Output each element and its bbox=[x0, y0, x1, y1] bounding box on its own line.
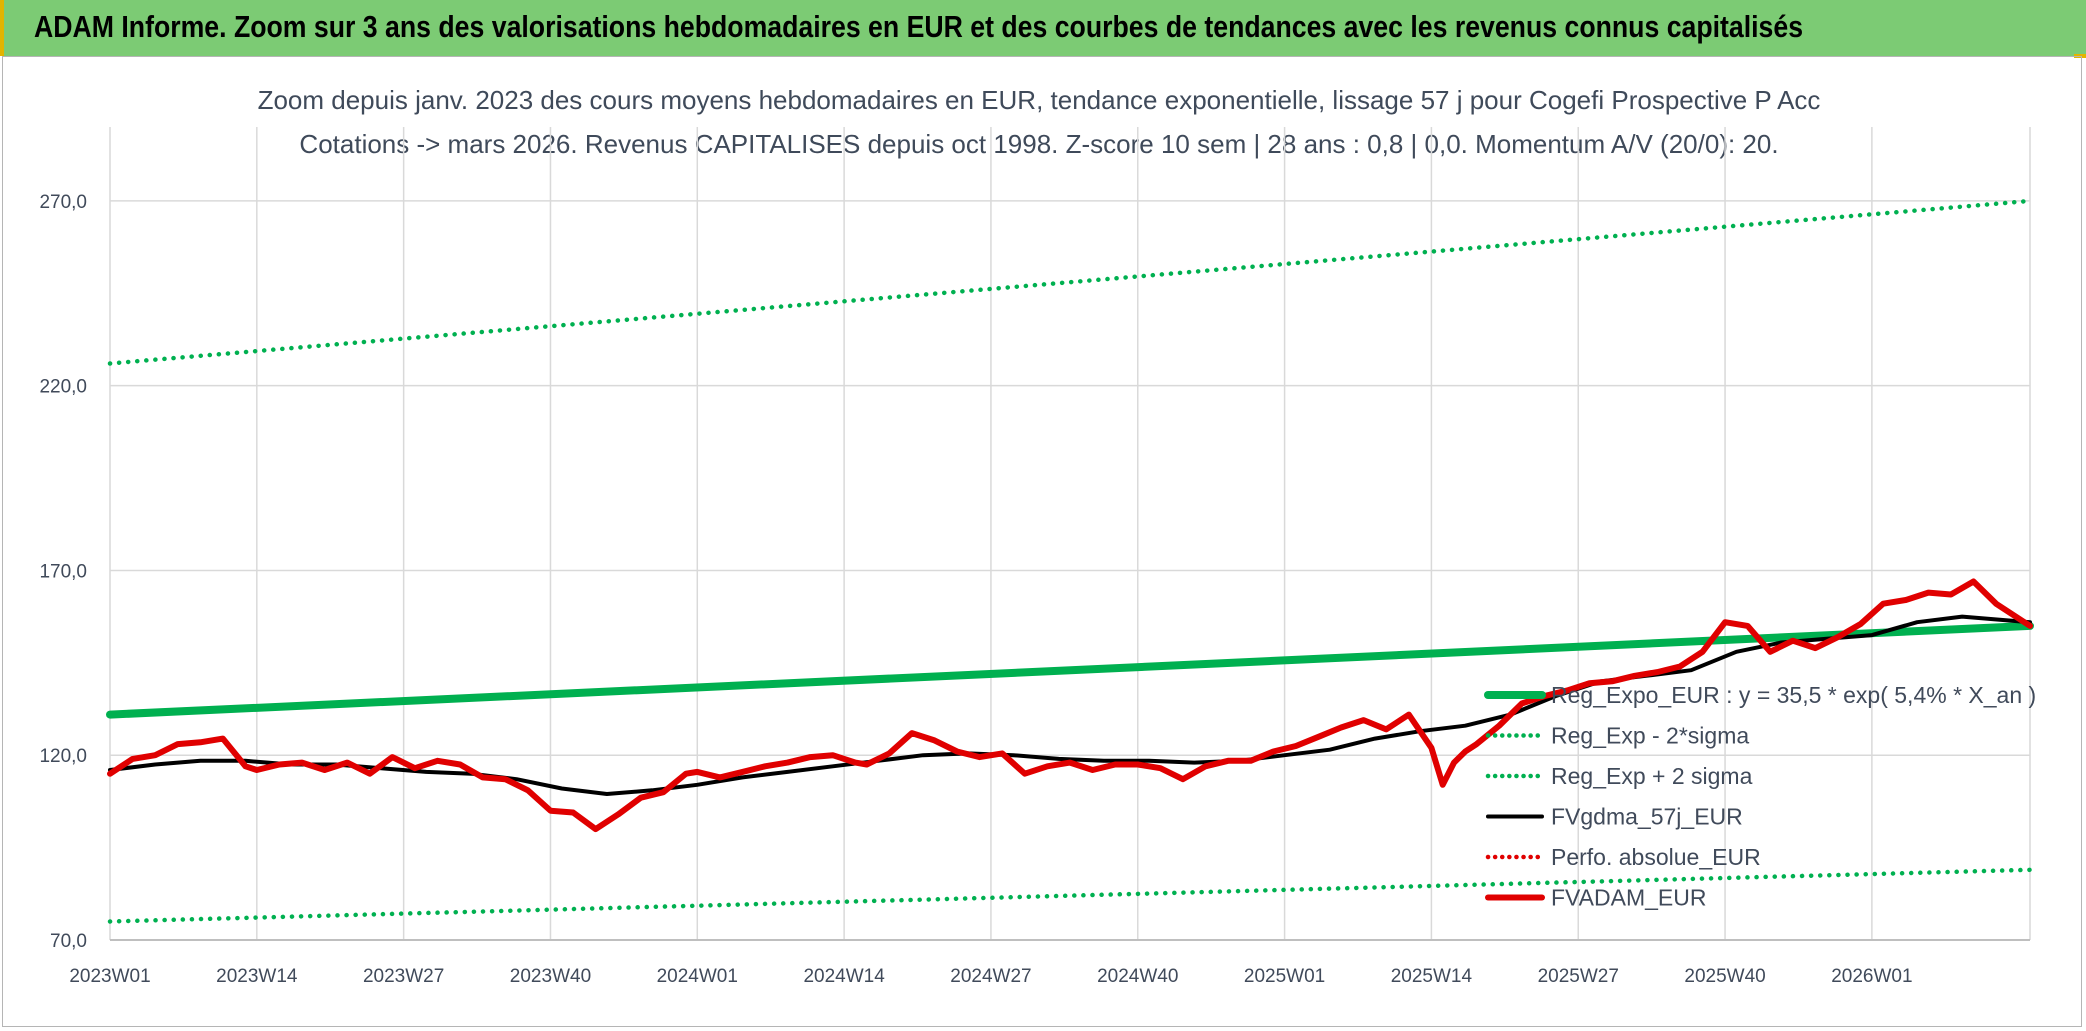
x-tick-label: 2023W01 bbox=[69, 966, 150, 987]
price-line bbox=[107, 578, 2033, 833]
legend: Reg_Expo_EUR : y = 35,5 * exp( 5,4% * X_… bbox=[1484, 682, 2036, 911]
x-tick-label: 2025W27 bbox=[1538, 966, 1619, 987]
chart-frame bbox=[2, 56, 2082, 1027]
y-tick-label: 170,0 bbox=[39, 561, 87, 582]
x-tick-label: 2023W40 bbox=[510, 966, 591, 987]
legend-label: FVgdma_57j_EUR bbox=[1551, 804, 1743, 830]
y-tick-label: 120,0 bbox=[39, 746, 87, 767]
grid-lines bbox=[109, 127, 2031, 941]
plot-area bbox=[106, 198, 2034, 924]
upper-sigma-line bbox=[107, 198, 2033, 366]
chart-subtitle: Cotations -> mars 2026. Revenus CAPITALI… bbox=[299, 129, 1778, 159]
x-tick-label: 2024W27 bbox=[950, 966, 1031, 987]
title-banner: ADAM Informe. Zoom sur 3 ans des valoris… bbox=[0, 0, 2086, 56]
legend-label: Reg_Expo_EUR : y = 35,5 * exp( 5,4% * X_… bbox=[1551, 682, 2036, 708]
axis-ticks: 70,0 120,0 170,0 220,0 270,0 2023W01 2023W14 20… bbox=[39, 192, 2030, 987]
lower-sigma-line bbox=[107, 867, 2033, 924]
x-tick-label: 2024W01 bbox=[657, 966, 738, 987]
x-tick-label: 2025W01 bbox=[1244, 966, 1325, 987]
x-tick-label: 2024W40 bbox=[1097, 966, 1178, 987]
legend-label: Perfo. absolue_EUR bbox=[1551, 844, 1761, 870]
chart-title: Zoom depuis janv. 2023 des cours moyens … bbox=[258, 85, 1821, 115]
x-tick-label: 2025W14 bbox=[1391, 966, 1473, 987]
smoothed-line bbox=[108, 614, 2032, 796]
legend-label: Reg_Exp + 2 sigma bbox=[1551, 763, 1753, 789]
x-tick-label: 2025W40 bbox=[1684, 966, 1765, 987]
x-tick-label: 2023W27 bbox=[363, 966, 444, 987]
y-tick-label: 70,0 bbox=[50, 931, 87, 952]
y-tick-label: 270,0 bbox=[39, 192, 87, 213]
x-tick-label: 2023W14 bbox=[216, 966, 298, 987]
y-tick-label: 220,0 bbox=[39, 377, 87, 398]
report-title: ADAM Informe. Zoom sur 3 ans des valoris… bbox=[34, 9, 1804, 44]
legend-label: FVADAM_EUR bbox=[1551, 885, 1707, 911]
legend-label: Reg_Exp - 2*sigma bbox=[1551, 723, 1749, 749]
x-tick-label: 2024W14 bbox=[803, 966, 885, 987]
x-tick-label: 2026W01 bbox=[1831, 966, 1912, 987]
